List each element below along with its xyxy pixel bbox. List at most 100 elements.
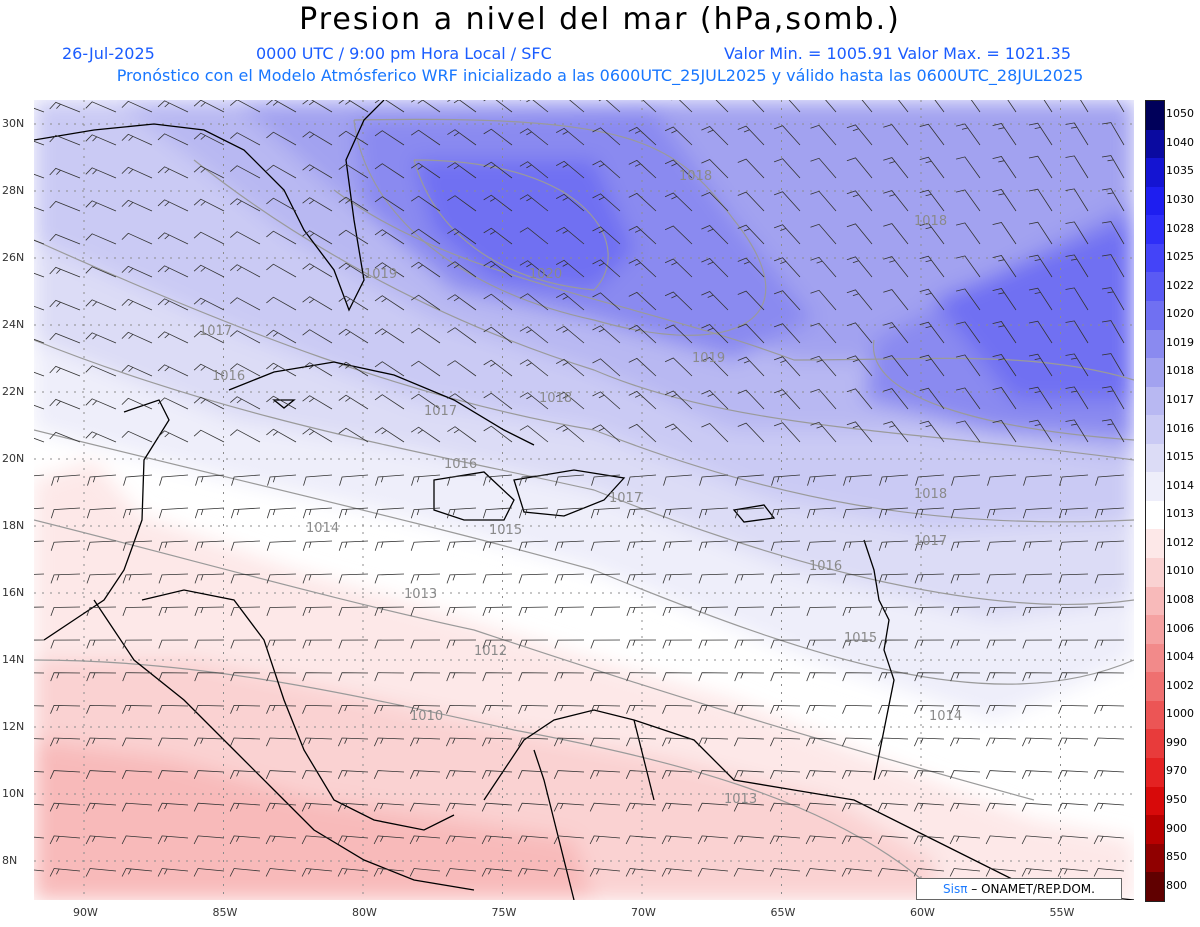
wind-barb bbox=[877, 835, 909, 845]
contour-label: 1014 bbox=[306, 521, 339, 536]
wind-barb bbox=[230, 330, 261, 344]
wind-barb bbox=[770, 737, 801, 747]
wind-barb bbox=[664, 159, 693, 179]
wind-barb bbox=[1094, 704, 1125, 714]
wind-barb bbox=[266, 131, 297, 146]
wind-barb bbox=[447, 162, 477, 179]
wind-barb bbox=[737, 158, 765, 179]
wind-barb bbox=[625, 835, 657, 845]
wind-barb bbox=[86, 704, 117, 714]
wind-barb bbox=[1101, 254, 1125, 278]
wind-barb bbox=[85, 134, 117, 146]
wind-barb bbox=[1065, 122, 1089, 146]
colorbar-swatch bbox=[1146, 358, 1164, 387]
wind-barb bbox=[986, 540, 1017, 551]
colorbar-swatch bbox=[1146, 215, 1164, 244]
wind-barb bbox=[34, 371, 45, 377]
wind-barb bbox=[122, 573, 153, 584]
wind-barb bbox=[769, 770, 801, 779]
wind-barb bbox=[518, 704, 549, 714]
wind-barb bbox=[410, 294, 441, 311]
wind-barb bbox=[266, 606, 297, 617]
wind-barb bbox=[410, 606, 441, 617]
wind-barb bbox=[841, 770, 873, 779]
longitude-label: 85W bbox=[212, 906, 238, 919]
wind-barb bbox=[1022, 540, 1053, 551]
latitude-label: 16N bbox=[2, 586, 25, 599]
wind-barb bbox=[447, 474, 477, 486]
wind-barb bbox=[883, 355, 909, 377]
wind-barb bbox=[445, 868, 477, 877]
wind-barb bbox=[701, 423, 729, 443]
wind-barb bbox=[626, 704, 657, 714]
wind-barb bbox=[230, 231, 261, 245]
wind-barb bbox=[664, 423, 693, 443]
wind-barb bbox=[842, 540, 873, 551]
colorbar-swatch bbox=[1146, 272, 1164, 301]
longitude-label: 70W bbox=[631, 906, 656, 919]
wind-barb bbox=[122, 704, 153, 714]
wind-barb bbox=[752, 100, 765, 113]
wind-barb bbox=[699, 474, 729, 486]
min-max-values: Valor Min. = 1005.91 Valor Max. = 1021.3… bbox=[724, 44, 1072, 63]
wind-barb bbox=[87, 474, 117, 486]
contour-label: 1018 bbox=[679, 169, 712, 184]
wind-barb bbox=[1101, 122, 1125, 146]
wind-barb bbox=[554, 704, 585, 714]
wind-barb bbox=[956, 123, 981, 146]
wind-barb bbox=[337, 835, 369, 845]
wind-barb bbox=[483, 128, 513, 146]
wind-barb bbox=[374, 573, 405, 584]
wind-barb bbox=[1057, 835, 1089, 845]
wind-barb bbox=[483, 227, 513, 245]
wind-barb bbox=[374, 394, 405, 410]
wind-barb bbox=[481, 868, 513, 877]
wind-barb bbox=[698, 672, 729, 682]
credit-text: – ONAMET/REP.DOM. bbox=[971, 882, 1095, 896]
wind-barb bbox=[1021, 770, 1053, 779]
wind-barb bbox=[519, 227, 549, 245]
wind-barb bbox=[49, 398, 81, 410]
wind-barb bbox=[1028, 353, 1053, 377]
wind-barb bbox=[770, 540, 801, 551]
time-info: 0000 UTC / 9:00 pm Hora Local / SFC bbox=[256, 44, 552, 63]
colorbar-level-label: 1008 bbox=[1166, 593, 1194, 606]
wind-barb bbox=[158, 672, 189, 682]
wind-barb bbox=[846, 190, 873, 212]
wind-barb bbox=[919, 387, 945, 410]
wind-barb bbox=[986, 606, 1017, 617]
wind-barb bbox=[1101, 287, 1125, 311]
wind-barb bbox=[230, 165, 261, 179]
wind-barb bbox=[992, 321, 1017, 344]
wind-barb bbox=[956, 156, 981, 179]
colorbar-level-label: 1022 bbox=[1166, 278, 1194, 292]
wind-barb bbox=[158, 507, 189, 519]
wind-barb bbox=[846, 223, 873, 245]
wind-barb bbox=[338, 130, 369, 146]
wind-barb bbox=[592, 424, 621, 443]
wind-barb bbox=[556, 127, 585, 146]
colorbar-swatch bbox=[1146, 386, 1164, 416]
wind-barb bbox=[806, 606, 837, 617]
contour-label: 1017 bbox=[199, 324, 232, 339]
colorbar-level-label: 1013 bbox=[1166, 507, 1194, 521]
wind-barb bbox=[374, 427, 405, 443]
wind-barb bbox=[374, 639, 405, 649]
colorbar-level-label: 1018 bbox=[1166, 364, 1194, 378]
wind-barb bbox=[1065, 320, 1089, 344]
wind-barb bbox=[769, 802, 801, 812]
colorbar-swatch bbox=[1146, 586, 1164, 616]
wind-barb bbox=[303, 474, 333, 486]
wind-barb bbox=[410, 393, 441, 410]
wind-barb bbox=[266, 197, 297, 212]
wind-barb bbox=[1057, 802, 1089, 812]
wind-barb bbox=[733, 802, 765, 812]
contour-label: 1016 bbox=[212, 369, 245, 384]
contour-label: 1018 bbox=[914, 487, 947, 502]
wind-barb bbox=[483, 100, 513, 113]
wind-barb bbox=[1093, 835, 1125, 845]
colorbar-swatch bbox=[1146, 672, 1164, 701]
wind-barb bbox=[553, 835, 585, 845]
wind-barb bbox=[122, 639, 153, 649]
wind-barb bbox=[157, 199, 189, 212]
